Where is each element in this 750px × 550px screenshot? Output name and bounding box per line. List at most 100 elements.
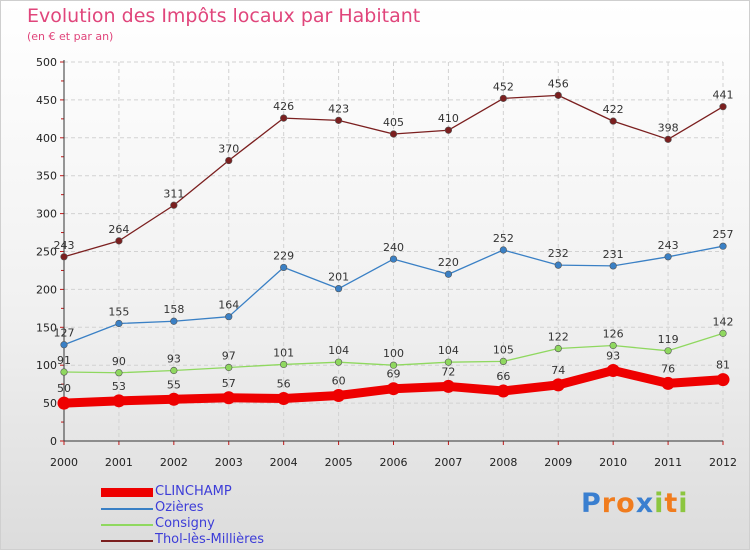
data-point	[716, 373, 730, 387]
data-label: 72	[441, 365, 455, 378]
data-label: 74	[551, 364, 565, 377]
data-point	[444, 358, 453, 366]
data-label: 423	[328, 102, 349, 115]
data-point	[664, 135, 672, 143]
data-point	[609, 117, 617, 125]
data-label: 91	[57, 354, 71, 367]
data-label: 69	[387, 368, 401, 381]
data-label: 426	[273, 100, 294, 113]
data-label: 252	[493, 232, 514, 245]
data-label: 201	[328, 271, 349, 284]
data-label: 50	[57, 382, 71, 395]
data-point	[115, 369, 123, 377]
data-label: 119	[658, 333, 679, 346]
data-point	[332, 389, 346, 403]
data-point	[225, 156, 233, 165]
data-point	[225, 313, 233, 321]
data-point	[222, 391, 236, 405]
y-tick-label: 350	[36, 170, 57, 183]
x-tick-label: 2000	[50, 456, 78, 469]
legend-label: CLINCHAMP	[155, 484, 232, 499]
logo-letter: x	[635, 488, 655, 519]
data-label: 101	[273, 346, 294, 359]
data-label: 422	[603, 103, 624, 116]
x-tick-label: 2004	[270, 456, 298, 469]
y-tick-label: 450	[36, 94, 57, 107]
data-label: 142	[713, 315, 734, 328]
data-point	[389, 361, 398, 369]
data-point	[57, 396, 71, 410]
data-label: 441	[713, 89, 734, 102]
data-point	[389, 255, 398, 263]
y-tick-label: 150	[36, 321, 57, 334]
data-point	[609, 341, 617, 350]
data-point	[444, 126, 453, 134]
data-label: 243	[658, 239, 679, 252]
chart-subtitle: (en € et par an)	[27, 30, 114, 43]
data-label: 220	[438, 256, 459, 269]
data-point	[170, 366, 178, 375]
y-tick-label: 200	[36, 283, 57, 296]
data-label: 410	[438, 112, 459, 125]
data-label: 81	[716, 359, 730, 372]
data-point	[441, 379, 455, 393]
data-point	[661, 376, 675, 390]
data-label: 66	[496, 370, 510, 383]
data-label: 257	[713, 228, 734, 241]
data-labels: 243 264 311 370 426 423 405 410 452 456 422 398 441 1…	[54, 77, 734, 395]
data-point	[167, 392, 181, 406]
data-label: 104	[328, 344, 349, 357]
data-label: 127	[54, 327, 75, 340]
data-point	[60, 253, 68, 261]
data-label: 164	[218, 299, 239, 312]
x-tick-label: 2007	[434, 456, 462, 469]
data-label: 104	[438, 344, 459, 357]
legend-label: Ozières	[155, 500, 204, 515]
legend-swatch	[101, 540, 153, 542]
y-tick-label: 300	[36, 208, 57, 221]
logo-letter: r	[601, 488, 617, 519]
data-point	[499, 246, 507, 254]
logo-letter: t	[664, 488, 679, 519]
data-label: 405	[383, 116, 404, 129]
x-tick-label: 2001	[105, 456, 133, 469]
data-label: 240	[383, 241, 404, 254]
logo-letter: i	[654, 488, 665, 519]
y-tick-label: 500	[36, 56, 57, 69]
data-point	[554, 91, 562, 99]
data-point	[499, 357, 507, 366]
data-point	[664, 253, 672, 261]
data-point	[551, 378, 565, 392]
data-label: 370	[218, 143, 239, 156]
data-label: 100	[383, 347, 404, 360]
y-tick-label: 100	[36, 359, 57, 372]
data-point	[334, 285, 343, 293]
data-label: 155	[108, 306, 129, 319]
x-tick-label: 2010	[599, 456, 627, 469]
legend-swatch	[101, 524, 153, 526]
data-point	[280, 360, 288, 369]
data-point	[719, 329, 727, 337]
data-label: 90	[112, 355, 126, 368]
x-tick-label: 2012	[709, 456, 737, 469]
logo-letter: o	[616, 488, 636, 519]
data-label: 56	[277, 378, 291, 391]
data-point	[60, 368, 68, 376]
data-label: 105	[493, 343, 514, 356]
data-point	[277, 392, 291, 406]
legend-swatch	[101, 488, 153, 497]
legend-label: Thol-lès-Millières	[155, 532, 265, 547]
data-point	[280, 263, 288, 272]
data-point	[170, 317, 178, 325]
data-label: 456	[548, 77, 569, 90]
x-tick-label: 2005	[325, 456, 353, 469]
chart-title: Evolution des Impôts locaux par Habitant	[27, 5, 421, 27]
data-point	[496, 384, 510, 398]
data-point	[499, 94, 507, 102]
data-point	[609, 262, 617, 270]
data-point	[334, 358, 343, 366]
data-label: 126	[603, 327, 624, 340]
data-label: 232	[548, 247, 569, 260]
